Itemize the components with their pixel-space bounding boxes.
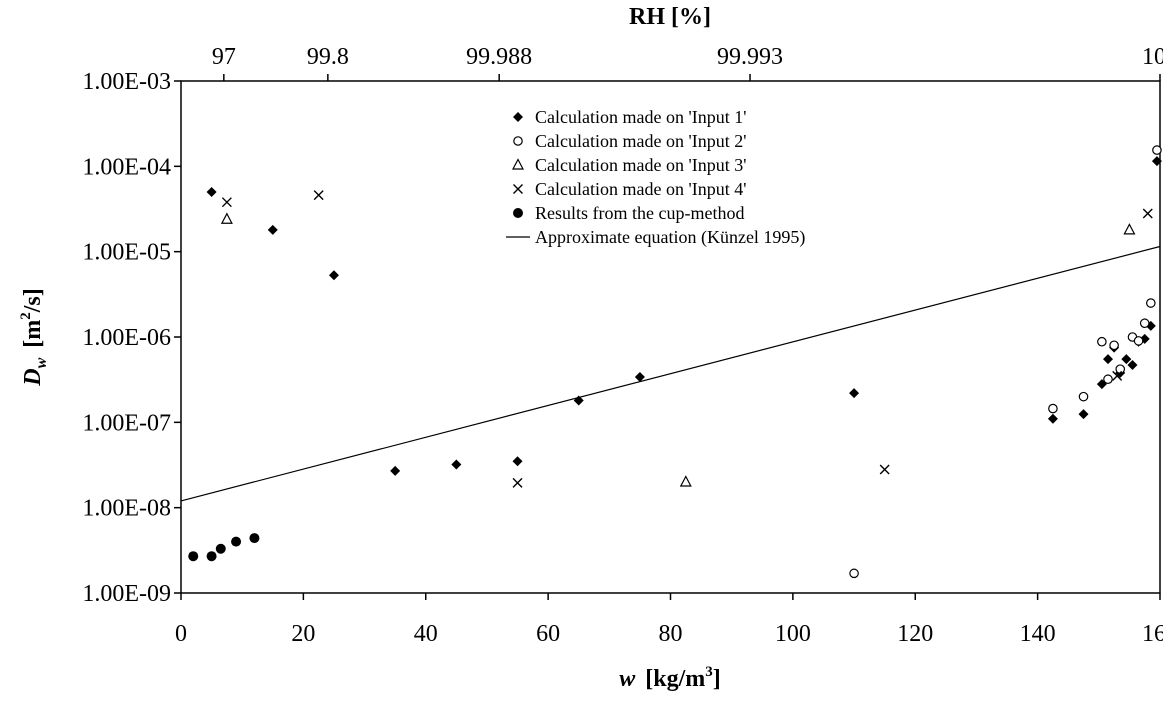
- legend-item: Results from the cup-method: [513, 203, 744, 223]
- data-point-circle-open: [1097, 336, 1107, 347]
- legend-item: Calculation made on 'Input 1': [513, 107, 746, 127]
- y-axis-title-sub: w: [33, 357, 50, 368]
- data-point-diamond: [1078, 409, 1089, 420]
- y-axis-title-var: D: [20, 368, 46, 386]
- legend-symbol: [513, 136, 523, 146]
- legend-item: Approximate equation (Künzel 1995): [506, 227, 805, 248]
- data-point-triangle-open: [220, 212, 233, 224]
- data-point-circle-open: [1152, 145, 1162, 155]
- x-axis-title-close: ]: [713, 666, 721, 692]
- legend-symbol: [513, 184, 523, 194]
- x-axis-title-sup: 3: [705, 664, 713, 680]
- data-point-circle-open: [849, 568, 859, 579]
- legend-symbol: [512, 158, 524, 170]
- legend-label: Calculation made on 'Input 1': [535, 107, 746, 127]
- x-axis-title-var: w: [619, 666, 636, 692]
- data-point-diamond: [390, 465, 401, 476]
- y-axis-title-close: /s]: [20, 288, 46, 313]
- x-tick-label: 120: [897, 621, 933, 647]
- data-point-diamond: [512, 456, 523, 467]
- x-tick-label: 80: [659, 621, 683, 647]
- legend-label: Approximate equation (Künzel 1995): [535, 227, 805, 248]
- legend-item: Calculation made on 'Input 3': [512, 155, 746, 175]
- data-point-diamond: [1102, 354, 1113, 365]
- data-point-circle-filled: [231, 536, 242, 547]
- data-point-circle-open: [1146, 298, 1156, 308]
- legend-item: Calculation made on 'Input 2': [513, 131, 746, 151]
- data-point-circle-open: [1139, 318, 1150, 329]
- data-point-circle-open: [1048, 403, 1058, 414]
- data-point-diamond: [634, 371, 645, 382]
- data-point-x: [1142, 208, 1153, 219]
- data-point-circle-filled: [188, 551, 199, 562]
- data-point-x: [512, 477, 523, 488]
- data-point-x: [313, 190, 324, 201]
- data-point-triangle-open: [679, 475, 692, 487]
- x-tick-label: 60: [536, 621, 560, 647]
- series-4: [221, 190, 1153, 488]
- data-point-diamond: [1127, 359, 1138, 370]
- top-tick-label: 99.988: [466, 44, 532, 70]
- y-tick-label: 1.00E-08: [82, 496, 171, 522]
- top-axis-title: RH [%]: [629, 4, 711, 30]
- legend-label: Calculation made on 'Input 2': [535, 131, 746, 151]
- data-point-circle-open: [1133, 336, 1144, 346]
- data-point-circle-filled: [206, 551, 217, 562]
- x-tick-label: 20: [291, 621, 315, 647]
- legend-symbol: [513, 208, 523, 218]
- data-point-circle-open: [1078, 391, 1089, 402]
- approximate-equation-line: [180, 245, 1161, 502]
- top-tick-label: 99.993: [717, 44, 783, 70]
- y-tick-label: 1.00E-06: [82, 325, 171, 351]
- x-axis-title: w [kg/m3]: [619, 664, 721, 692]
- legend-label: Results from the cup-method: [535, 203, 744, 223]
- series-2: [849, 145, 1162, 579]
- data-point-x: [879, 464, 890, 475]
- series-3: [220, 212, 1136, 487]
- legend: Calculation made on 'Input 1' Calculation…: [506, 107, 805, 248]
- series-6: [180, 245, 1161, 502]
- x-tick-label: 0: [175, 621, 187, 647]
- y-axis-title-unit: [m: [20, 320, 46, 348]
- data-point-diamond: [849, 388, 860, 399]
- legend-label: Calculation made on 'Input 4': [535, 179, 746, 199]
- data-point-x: [1112, 370, 1123, 381]
- y-tick-label: 1.00E-05: [82, 240, 171, 266]
- ticks-layer: 0 20 40 60 80 100 120 140 160 97 99.8 99.988 99.993 1…: [82, 44, 1163, 647]
- data-point-diamond: [1121, 354, 1132, 365]
- data-point-triangle-open: [1123, 223, 1136, 235]
- legend-item: Calculation made on 'Input 4': [513, 179, 746, 199]
- x-tick-label: 160: [1142, 621, 1163, 647]
- data-point-diamond: [1151, 156, 1162, 167]
- top-tick-label: 99.8: [307, 44, 349, 70]
- y-tick-label: 1.00E-04: [82, 154, 171, 180]
- y-tick-label: 1.00E-09: [82, 581, 171, 607]
- legend-symbol: [513, 112, 523, 122]
- data-point-diamond: [328, 270, 339, 281]
- plot-area: [180, 80, 1161, 594]
- top-tick-label: 100: [1142, 44, 1163, 70]
- y-axis-title: Dw [m2/s]: [18, 288, 50, 387]
- top-tick-label: 97: [212, 44, 236, 70]
- data-point-circle-open: [1103, 374, 1113, 385]
- data-point-diamond: [451, 459, 462, 470]
- y-tick-label: 1.00E-07: [82, 410, 171, 436]
- data-point-diamond: [1047, 413, 1058, 424]
- x-tick-label: 140: [1020, 621, 1056, 647]
- data-point-circle-filled: [249, 533, 260, 544]
- y-axis-title-sup: 2: [18, 312, 34, 320]
- data-point-circle-filled: [215, 543, 226, 554]
- data-point-diamond: [267, 224, 278, 235]
- x-axis-title-unit: [kg/m: [645, 666, 705, 692]
- x-tick-label: 100: [775, 621, 811, 647]
- data-point-diamond: [206, 187, 217, 198]
- series-5: [188, 533, 260, 562]
- data-point-x: [221, 197, 232, 208]
- y-tick-label: 1.00E-03: [82, 69, 171, 95]
- data-point-circle-open: [1109, 340, 1119, 351]
- series-layer: [180, 145, 1162, 579]
- legend-label: Calculation made on 'Input 3': [535, 155, 746, 175]
- x-tick-label: 40: [414, 621, 438, 647]
